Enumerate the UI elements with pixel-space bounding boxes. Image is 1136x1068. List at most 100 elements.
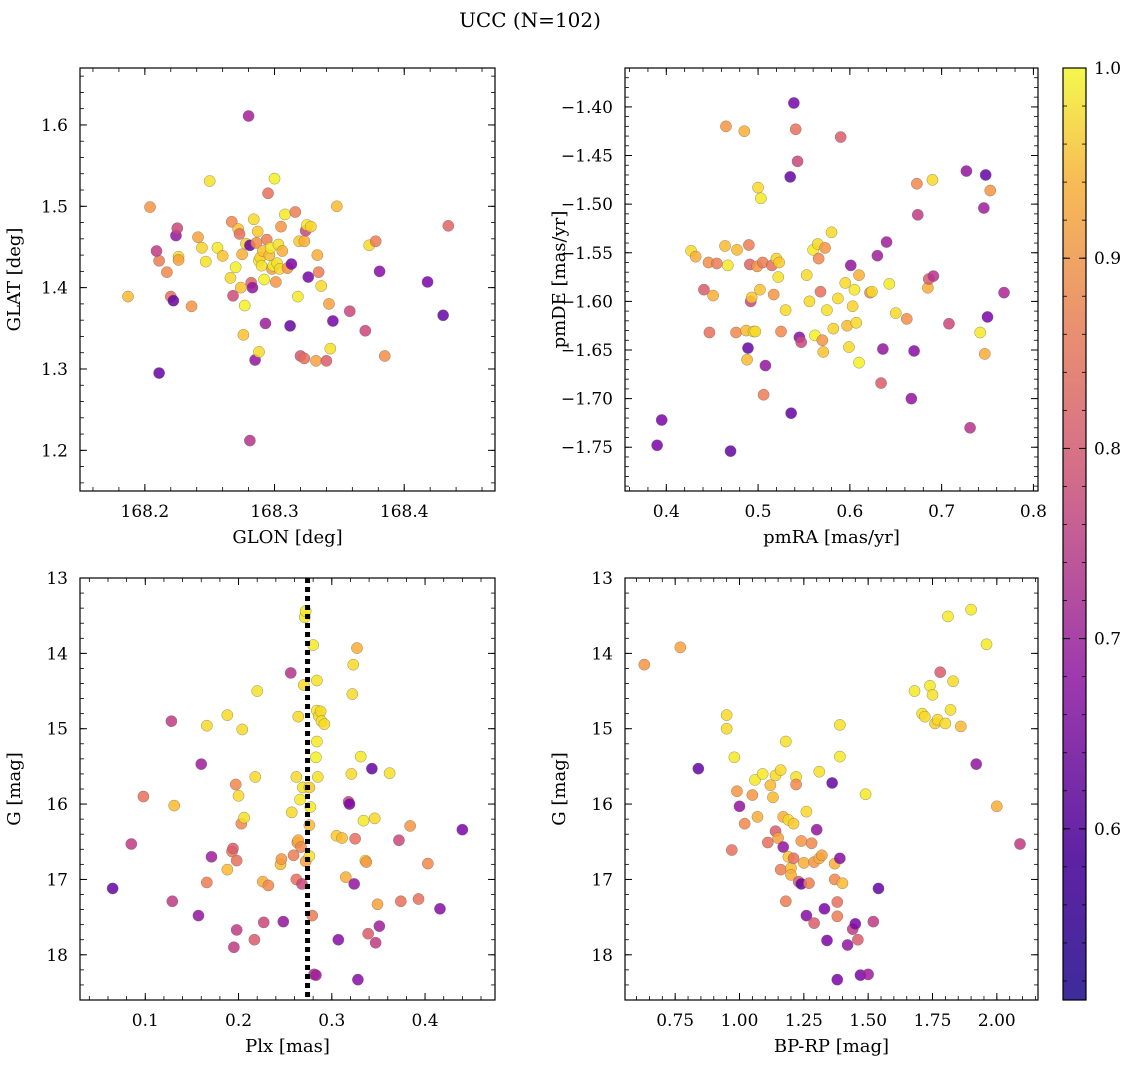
scatter-point — [373, 920, 386, 933]
scatter-point — [775, 325, 787, 338]
x-tick-label: 2.00 — [978, 1011, 1016, 1031]
y-tick-label: −1.40 — [561, 98, 613, 118]
x-tick-label: 0.8 — [1020, 502, 1047, 522]
scatter-point — [947, 675, 959, 688]
y-tick-label: 14 — [591, 644, 613, 664]
scatter-points — [122, 110, 455, 447]
scatter-point — [310, 751, 322, 764]
y-tick-label: 16 — [591, 795, 613, 815]
scatter-point — [964, 421, 976, 434]
scatter-point — [918, 710, 931, 723]
scatter-point — [638, 658, 651, 671]
scatter-point — [900, 313, 913, 325]
scatter-point — [814, 285, 827, 298]
scatter-point — [843, 341, 855, 353]
y-tick-label: 13 — [46, 569, 68, 589]
y-tick-label: 18 — [46, 946, 68, 966]
scatter-point — [345, 768, 358, 780]
scatter-point — [719, 240, 731, 252]
scatter-point — [738, 817, 751, 830]
scatter-point — [351, 642, 363, 654]
scatter-point — [756, 768, 769, 780]
scatter-point — [800, 269, 813, 281]
scatter-point — [311, 735, 323, 748]
scatter-point — [883, 278, 896, 290]
scatter-point — [352, 973, 364, 986]
scatter-point — [731, 785, 743, 798]
x-tick-label: 0.2 — [225, 1011, 252, 1031]
scatter-point — [848, 283, 861, 296]
x-tick-label: 0.4 — [412, 1011, 439, 1031]
scatter-point — [877, 343, 889, 355]
scatter-point — [751, 811, 764, 823]
scatter-point — [733, 800, 746, 813]
axes-frame — [624, 577, 1039, 1001]
scatter-point — [839, 277, 852, 289]
scatter-point — [813, 765, 826, 778]
scatter-point — [312, 266, 325, 279]
scatter-point — [724, 445, 737, 457]
scatter-point — [834, 852, 846, 865]
scatter-point — [788, 97, 800, 109]
scatter-point — [275, 853, 288, 865]
scatter-point — [875, 377, 887, 389]
scatter-point — [354, 750, 367, 763]
scatter-point — [144, 201, 156, 213]
scatter-point — [137, 790, 150, 803]
scatter-point — [357, 814, 370, 827]
scatter-point — [772, 832, 784, 844]
x-tick-label: 0.4 — [653, 502, 680, 522]
scatter-point — [327, 315, 339, 327]
scatter-point — [332, 933, 345, 946]
y-tick-label: −1.70 — [561, 390, 613, 410]
scatter-point — [926, 688, 939, 701]
axes-frame — [624, 67, 1039, 492]
scatter-point — [285, 258, 298, 270]
scatter-point — [368, 812, 381, 825]
scatter-point — [872, 882, 885, 895]
scatter-point — [292, 710, 305, 723]
y-tick-label: 17 — [46, 870, 68, 890]
scatter-point — [275, 220, 287, 233]
scatter-point — [655, 414, 668, 426]
scatter-point — [990, 800, 1003, 813]
scatter-point — [979, 169, 992, 181]
scatter-point — [859, 788, 872, 801]
scatter-point — [779, 895, 792, 908]
scatter-point — [339, 871, 352, 884]
colorbar: 0.6 0.7 0.8 0.9 1.0 — [1062, 59, 1121, 1001]
scatter-points — [106, 605, 469, 986]
scatter-point — [362, 927, 375, 940]
scatter-point — [236, 723, 249, 736]
scatter-point — [772, 271, 785, 283]
scatter-point — [369, 235, 382, 248]
scatter-point — [841, 939, 854, 951]
colorbar-tick-label: 0.7 — [1094, 630, 1121, 650]
scatter-point — [346, 688, 359, 700]
scatter-point — [825, 226, 838, 239]
scatter-point — [810, 823, 823, 836]
colorbar-tick-label: 0.6 — [1094, 820, 1121, 840]
x-axis-label: BP-RP [mag] — [774, 1036, 889, 1057]
x-tick-label: 0.1 — [132, 1011, 159, 1031]
scatter-point — [774, 863, 787, 876]
scatter-point — [816, 334, 829, 347]
scatter-point — [324, 342, 337, 355]
scatter-point — [393, 834, 405, 847]
scatter-point — [230, 924, 243, 936]
scatter-point — [348, 878, 361, 890]
scatter-point — [774, 764, 787, 777]
scatter-point — [939, 717, 952, 730]
scatter-point — [314, 705, 327, 718]
scatter-point — [703, 326, 716, 339]
scatter-point — [456, 823, 469, 836]
scatter-point — [944, 704, 957, 716]
scatter-point — [731, 243, 743, 256]
colorbar-gradient — [1062, 67, 1087, 1001]
y-tick-label: −1.50 — [561, 195, 613, 215]
scatter-point — [284, 320, 296, 332]
scatter-point — [707, 289, 719, 302]
scatter-point — [373, 265, 386, 278]
scatter-point — [911, 177, 923, 190]
scatter-point — [800, 805, 813, 818]
